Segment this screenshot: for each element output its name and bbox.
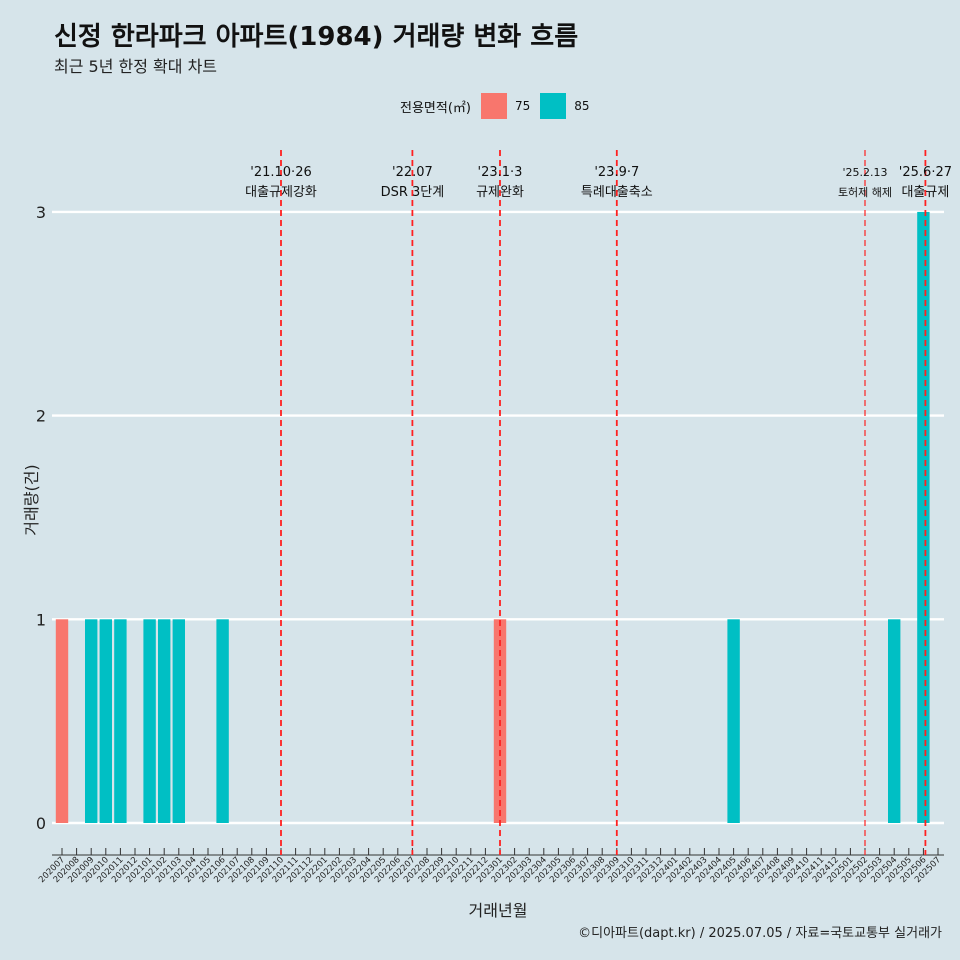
chart-title: 신정 한라파크 아파트(1984) 거래량 변화 흐름 xyxy=(54,22,579,52)
legend-title: 전용면적(㎡) xyxy=(400,100,471,116)
y-tick-label: 3 xyxy=(36,203,46,222)
annotation-date: '25.2.13 xyxy=(842,166,887,179)
bar-85-202009 xyxy=(85,619,98,823)
legend-item-75: 75 xyxy=(471,93,530,119)
y-tick-label: 2 xyxy=(36,407,46,426)
legend: 전용면적(㎡) 75 85 xyxy=(400,93,590,119)
y-axis-label: 거래량(건) xyxy=(22,464,41,536)
bar-85-202103 xyxy=(172,619,185,823)
annotation-date: '23.9·7 xyxy=(594,165,639,180)
chart-caption: ©디아파트(dapt.kr) / 2025.07.05 / 자료=국토교통부 실… xyxy=(578,926,942,941)
legend-swatch-85 xyxy=(540,93,567,119)
chart-subtitle: 최근 5년 한정 확대 차트 xyxy=(54,57,218,76)
bar-85-202101 xyxy=(143,619,156,823)
annotation-text: 대출규제 xyxy=(901,185,949,200)
legend-label-85: 85 xyxy=(574,99,590,113)
bar-75-202007 xyxy=(55,619,69,823)
annotation-date: '25.6·27 xyxy=(899,165,952,180)
annotation-text: 특례대출축소 xyxy=(581,185,653,200)
x-axis-label: 거래년월 xyxy=(468,901,528,920)
bar-85-202010 xyxy=(99,619,112,823)
annotation-text: 토허제 해제 xyxy=(838,185,892,199)
y-tick-label: 0 xyxy=(36,814,46,833)
annotation-date: '23.1·3 xyxy=(478,165,523,180)
bar-85-202011 xyxy=(114,619,127,823)
bar-85-202102 xyxy=(158,619,171,823)
legend-label-75: 75 xyxy=(514,99,531,113)
annotation-date: '22.07 xyxy=(392,165,433,180)
bar-85-202504 xyxy=(888,619,901,823)
annotation-text: 규제완화 xyxy=(476,185,524,200)
bar-85-202405 xyxy=(727,619,740,823)
bar-85-202506 xyxy=(917,211,930,823)
annotation-text: 대출규제강화 xyxy=(245,185,317,200)
annotation-text: DSR 3단계 xyxy=(381,185,445,200)
y-tick-label: 1 xyxy=(36,610,46,629)
legend-item-85: 85 xyxy=(530,93,590,119)
legend-swatch-75 xyxy=(480,93,507,119)
annotation-date: '21.10·26 xyxy=(250,165,311,180)
bar-85-202106 xyxy=(216,619,229,823)
